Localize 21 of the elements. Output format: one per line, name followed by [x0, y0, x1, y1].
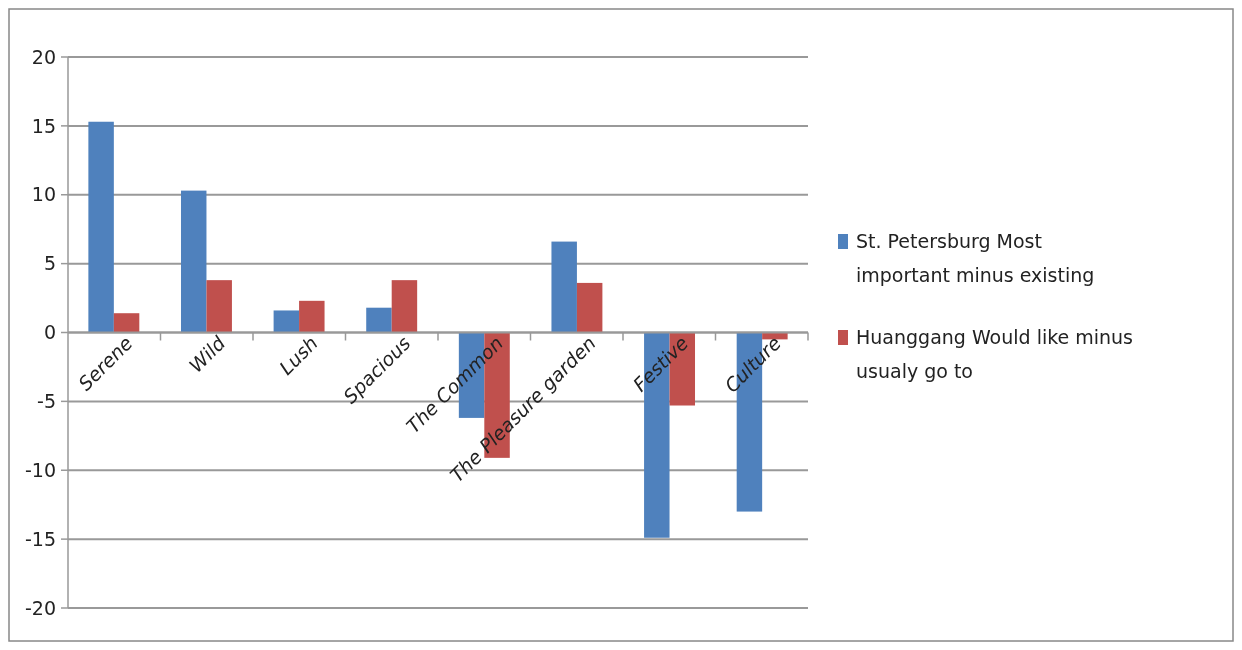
bar: [391, 280, 418, 333]
bar: [366, 307, 392, 333]
y-tick-label: 20: [31, 45, 56, 68]
legend-label: Huanggang Would like minus usualy go to: [856, 326, 1134, 382]
bar: [273, 310, 300, 333]
y-tick-label: 15: [31, 114, 56, 137]
y-tick-label: 0: [43, 321, 56, 344]
y-tick-label: 10: [31, 183, 56, 206]
y-tick-label: -5: [37, 390, 56, 413]
bar: [88, 121, 114, 333]
legend-label: St. Petersburg Most important minus existing: [856, 230, 1095, 286]
y-tick-label: 5: [43, 252, 56, 275]
bar: [113, 313, 140, 333]
bar: [180, 190, 207, 333]
bar: [206, 280, 232, 333]
bar: [576, 282, 603, 333]
y-tick-label: -15: [24, 527, 56, 550]
bar: [299, 300, 325, 333]
y-tick-label: -10: [24, 458, 56, 481]
y-tick-label: -20: [24, 596, 56, 619]
bar: [551, 241, 577, 333]
